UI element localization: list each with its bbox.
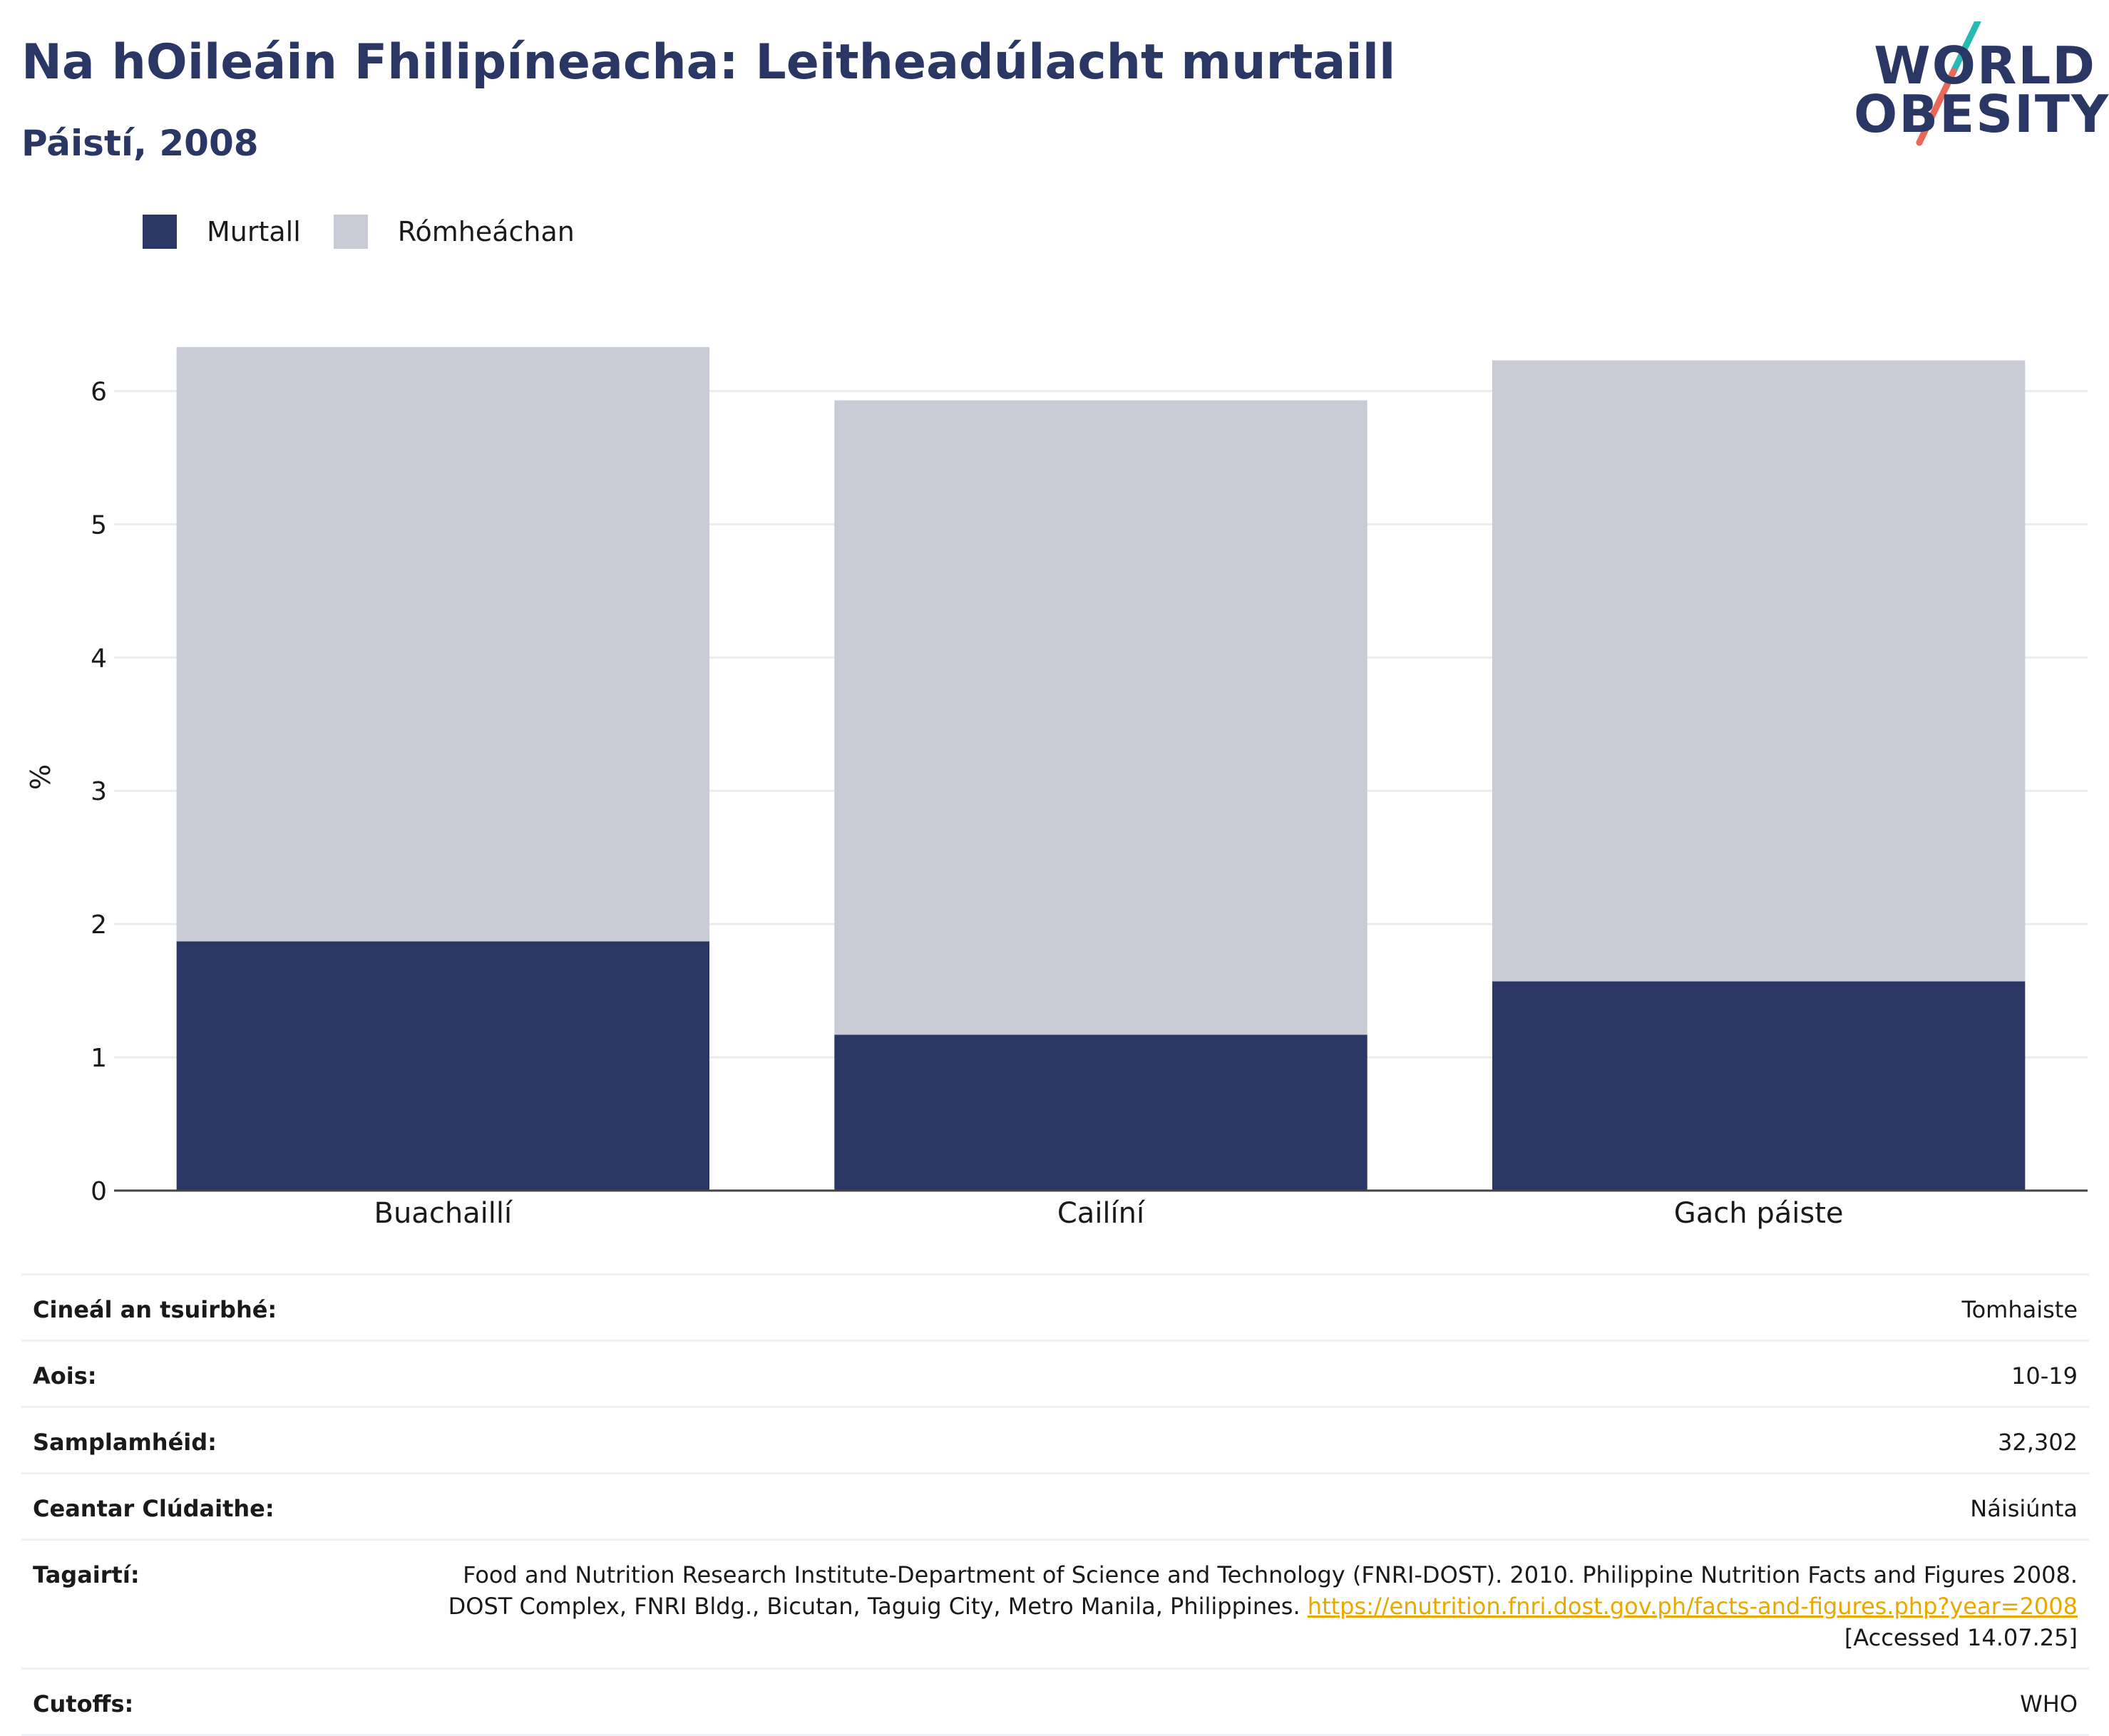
survey-info-table: Cineál an tsuirbhé: Tomhaiste Aois: 10-1… <box>21 1273 2089 1736</box>
y-tick-label: 0 <box>91 1177 107 1206</box>
logo-slash-coral <box>1916 68 1957 146</box>
info-value-age: 10-19 <box>2011 1362 2078 1390</box>
info-value-survey-type: Tomhaiste <box>1961 1296 2078 1323</box>
info-label-survey-type: Cineál an tsuirbhé: <box>33 1296 277 1323</box>
bar-murtall-2[interactable] <box>1492 981 2026 1191</box>
legend-label-murtall: Murtall <box>207 216 301 247</box>
x-tick-label: Gach páiste <box>1674 1197 1844 1230</box>
reference-link[interactable]: https://enutrition.fnri.dost.gov.ph/fact… <box>1307 1593 2078 1620</box>
bar-romheachan-0[interactable] <box>176 346 710 942</box>
logo-text-world: WORLD <box>1874 36 2096 96</box>
info-row-area-covered: Ceantar Clúdaithe: Náisiúnta <box>21 1474 2089 1541</box>
y-tick-label: 3 <box>91 777 107 806</box>
y-tick-label: 4 <box>91 644 107 673</box>
y-tick-label: 5 <box>91 510 107 540</box>
info-label-references: Tagairtí: <box>33 1561 140 1588</box>
info-row-references: Tagairtí: Food and Nutrition Research In… <box>21 1541 2089 1670</box>
x-tick-label: Cailíní <box>1057 1197 1146 1230</box>
info-value-cutoffs: WHO <box>2020 1690 2078 1717</box>
info-value-area-covered: Náisiúnta <box>1970 1495 2078 1522</box>
legend-swatch-romheachan <box>333 215 368 249</box>
info-label-age: Aois: <box>33 1362 97 1390</box>
legend-swatch-murtall <box>143 215 177 249</box>
bar-murtall-1[interactable] <box>834 1034 1367 1191</box>
info-row-cutoffs: Cutoffs: WHO <box>21 1670 2089 1736</box>
info-row-sample-size: Samplamhéid: 32,302 <box>21 1408 2089 1474</box>
info-label-area-covered: Ceantar Clúdaithe: <box>33 1495 274 1522</box>
legend-item-romheachan[interactable]: Rómheáchan <box>333 215 575 249</box>
info-label-cutoffs: Cutoffs: <box>33 1690 134 1717</box>
chart-legend: Murtall Rómheáchan <box>143 214 607 250</box>
bar-murtall-0[interactable] <box>176 941 710 1191</box>
y-tick-label: 6 <box>91 377 107 406</box>
y-tick-label: 1 <box>91 1044 107 1073</box>
info-row-age: Aois: 10-19 <box>21 1342 2089 1408</box>
logo-text-obesity: OBESITY <box>1854 84 2109 144</box>
chart-subtitle: Páistí, 2008 <box>21 123 259 164</box>
logo-slash-teal <box>1950 21 1981 75</box>
info-value-references: Food and Nutrition Research Institute-De… <box>438 1559 2078 1653</box>
legend-label-romheachan: Rómheáchan <box>397 216 575 247</box>
info-value-sample-size: 32,302 <box>1998 1429 2078 1456</box>
x-tick-label: Buachaillí <box>374 1197 514 1230</box>
y-tick-label: 2 <box>91 910 107 940</box>
world-obesity-logo: WORLD OBESITY <box>1854 21 2109 157</box>
chart-title: Na hOileáin Fhilipíneacha: Leitheadúlach… <box>21 34 1396 91</box>
info-row-survey-type: Cineál an tsuirbhé: Tomhaiste <box>21 1275 2089 1342</box>
logo-slash-icon <box>1916 21 1981 146</box>
legend-item-murtall[interactable]: Murtall <box>143 215 301 249</box>
bar-romheachan-2[interactable] <box>1492 360 2026 982</box>
y-axis-title: % <box>25 764 56 790</box>
reference-accessed: [Accessed 14.07.25] <box>1844 1624 2078 1651</box>
bar-romheachan-1[interactable] <box>834 400 1367 1035</box>
bar-chart: 0 1 2 3 4 5 6% Buachaillí Cailíní Gach páiste <box>25 346 2088 1230</box>
info-label-sample-size: Samplamhéid: <box>33 1429 217 1456</box>
reference-text: Food and Nutrition Research Institute-De… <box>448 1561 2078 1620</box>
